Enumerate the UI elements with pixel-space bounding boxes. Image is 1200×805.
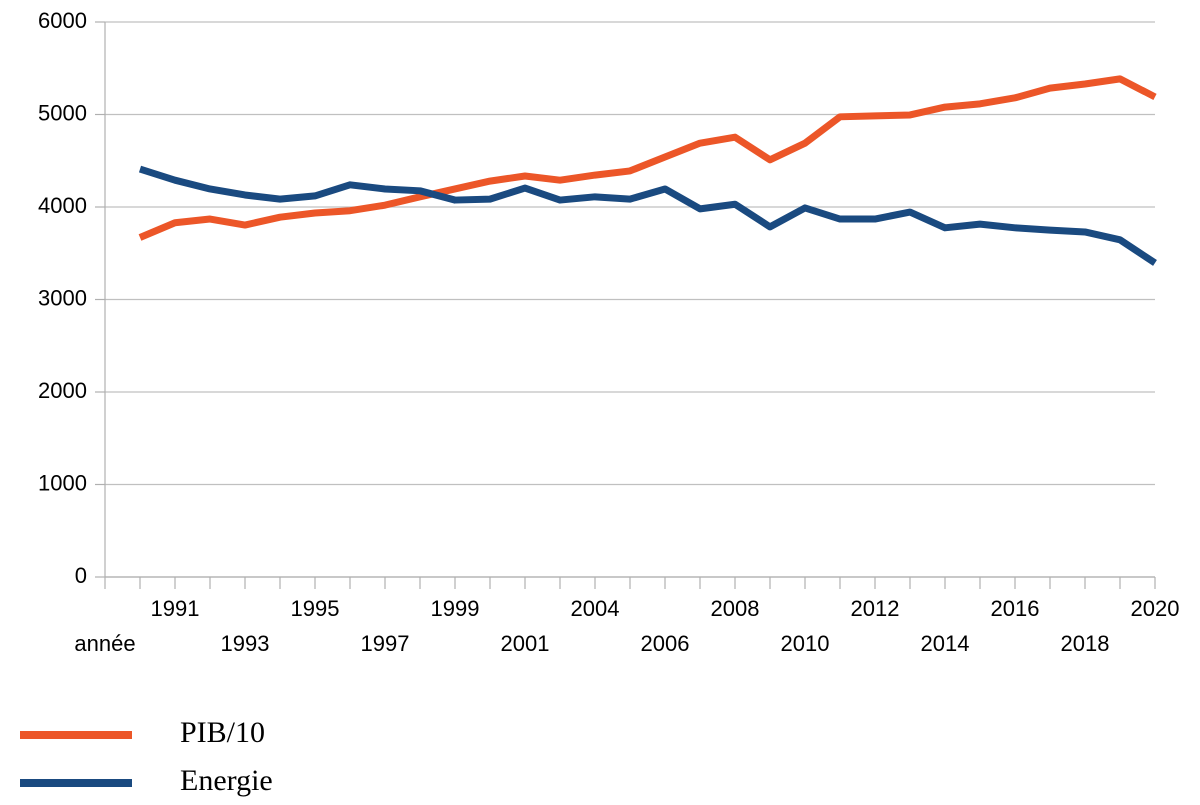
x-tick-label: année xyxy=(74,631,135,656)
x-tick-label: 1991 xyxy=(151,596,200,621)
y-tick-label: 0 xyxy=(75,563,87,588)
legend-label: PIB/10 xyxy=(180,716,265,749)
x-tick-label: 1999 xyxy=(431,596,480,621)
x-tick-label: 2012 xyxy=(851,596,900,621)
legend-label: Energie xyxy=(180,764,273,797)
line-series xyxy=(138,165,1157,266)
x-tick-label: 2001 xyxy=(501,631,550,656)
x-tick-label: 2018 xyxy=(1061,631,1110,656)
x-tick-label: 2004 xyxy=(571,596,620,621)
x-tick-label: 2006 xyxy=(641,631,690,656)
y-tick-label: 6000 xyxy=(38,8,87,33)
x-tick-label: 2020 xyxy=(1131,596,1180,621)
x-tick-label: 1993 xyxy=(221,631,270,656)
y-tick-label: 4000 xyxy=(38,193,87,218)
x-tick-label: 2016 xyxy=(991,596,1040,621)
x-tick-label: 1997 xyxy=(361,631,410,656)
y-tick-label: 2000 xyxy=(38,378,87,403)
y-tick-label: 5000 xyxy=(38,100,87,125)
x-tick-label: 1995 xyxy=(291,596,340,621)
x-tick-label: 2010 xyxy=(781,631,830,656)
y-tick-label: 3000 xyxy=(38,285,87,310)
line-series xyxy=(138,75,1157,241)
y-tick-label: 1000 xyxy=(38,470,87,495)
x-tick-label: 2008 xyxy=(711,596,760,621)
x-tick-label: 2014 xyxy=(921,631,970,656)
